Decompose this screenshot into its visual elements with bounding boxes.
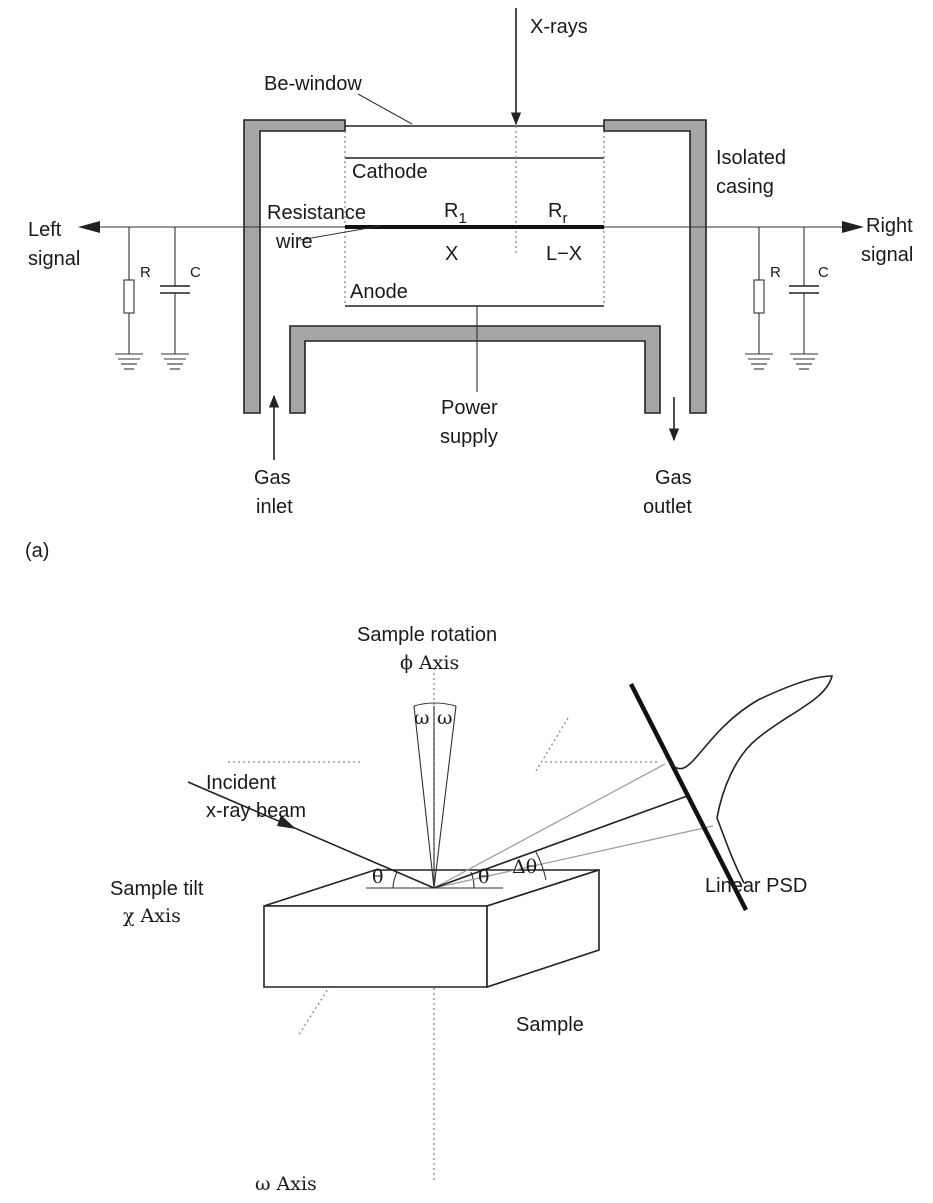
omega-axis-line-top [535, 717, 569, 772]
label-casing: casing [716, 176, 774, 198]
omega-cone-left [413, 705, 435, 889]
panel-b-diffraction-geometry: Sample rotation ϕ Axis ω ω Incident x-ra… [110, 624, 834, 1195]
resistance-wire-leader [299, 225, 381, 241]
diffraction-peak-profile [667, 675, 834, 884]
label-cathode: Cathode [352, 161, 428, 183]
sample-side-face [486, 868, 600, 989]
linear-psd-detector [628, 682, 749, 912]
omega-arc [413, 702, 457, 707]
delta-theta-arc [535, 851, 547, 881]
inner-housing [289, 325, 661, 414]
panel-a-detector-diagram: X-rays Be-window Cathode Isolated casing… [25, 8, 913, 562]
label-gas-outlet-2: outlet [643, 496, 692, 518]
label-xray-beam: x-ray beam [206, 800, 306, 822]
label-theta-left: θ [372, 866, 383, 888]
right-resistor [753, 279, 765, 314]
label-left: Left [28, 219, 62, 241]
label-x: X [445, 243, 458, 265]
label-sample-tilt: Sample tilt [110, 878, 204, 900]
label-panel-a: (a) [25, 540, 49, 562]
label-sample: Sample [516, 1014, 584, 1036]
label-linear-psd: Linear PSD [705, 875, 807, 897]
label-gas-outlet-1: Gas [655, 467, 692, 489]
label-right-signal: signal [861, 244, 913, 266]
diffracted-beam-upper [433, 763, 666, 889]
label-right-r: R [770, 264, 781, 281]
diffracted-beam-center [433, 794, 691, 889]
left-rc-network [115, 227, 190, 370]
label-supply: supply [440, 426, 498, 448]
incident-beam [187, 781, 435, 889]
label-delta-theta: Δθ [512, 856, 537, 878]
label-chi-axis: χ Axis [123, 905, 181, 927]
label-left-signal: signal [28, 248, 80, 270]
label-omega-left: ω [414, 707, 430, 729]
left-signal-arrowhead [78, 221, 100, 233]
theta-arc-left [392, 871, 398, 889]
label-gas-inlet-2: inlet [256, 496, 293, 518]
label-left-c: C [190, 264, 201, 281]
label-left-r: R [140, 264, 151, 281]
label-power: Power [441, 397, 498, 419]
be-window-leader [357, 93, 413, 125]
label-right: Right [866, 215, 913, 237]
label-xrays: X-rays [530, 16, 588, 38]
right-signal-arrowhead [842, 221, 864, 233]
label-incident: Incident [206, 772, 276, 794]
label-rr: Rr [548, 200, 567, 227]
left-resistor [123, 279, 135, 314]
label-theta-right: θ [478, 866, 489, 888]
diffracted-beam-lower [433, 825, 714, 889]
label-sample-rotation: Sample rotation [357, 624, 497, 646]
label-be-window: Be-window [264, 73, 362, 95]
label-right-c: C [818, 264, 829, 281]
label-gas-inlet-1: Gas [254, 467, 291, 489]
sample-front-face [263, 905, 488, 988]
omega-cone-right [433, 705, 457, 889]
label-wire: wire [275, 231, 313, 253]
casing-left-wall [243, 119, 346, 414]
label-omega-axis: ω Axis [255, 1173, 317, 1195]
label-anode: Anode [350, 281, 408, 303]
incident-beam-arrowhead [277, 815, 296, 829]
label-phi-axis: ϕ Axis [400, 652, 459, 674]
label-isolated: Isolated [716, 147, 786, 169]
label-omega-right: ω [437, 707, 453, 729]
right-rc-network [745, 227, 819, 370]
label-r1: R1 [444, 200, 467, 227]
label-l-minus-x: L−X [546, 243, 582, 265]
label-resistance: Resistance [267, 202, 366, 224]
